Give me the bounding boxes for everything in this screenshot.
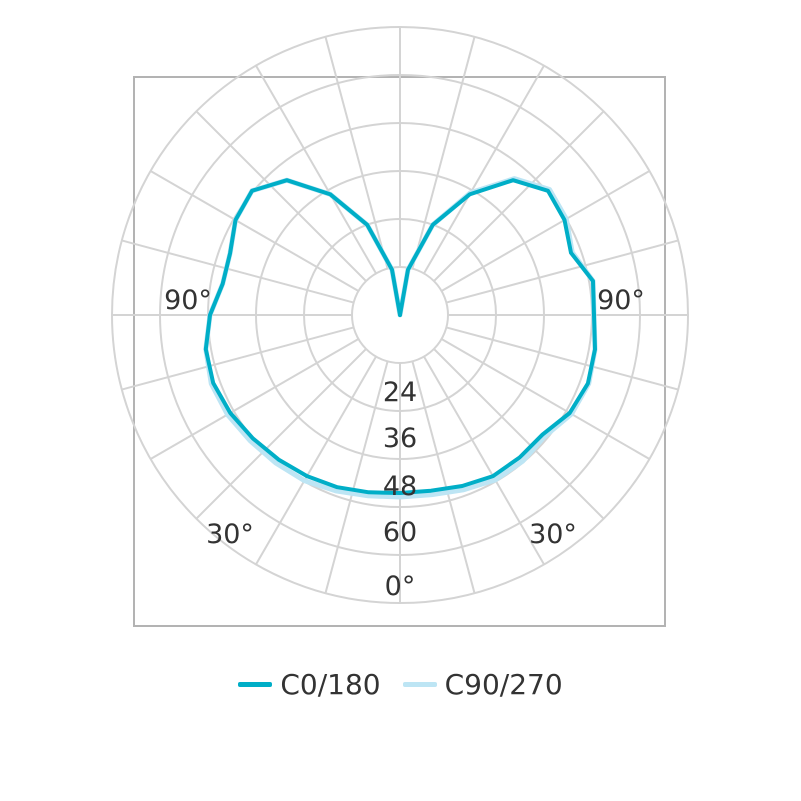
grid-spoke-60 — [441, 338, 650, 460]
legend-swatch-c0-180 — [238, 682, 273, 687]
legend: C0/180 C90/270 — [0, 668, 801, 701]
grid-spoke-165 — [411, 36, 476, 269]
legend-label-c0-180: C0/180 — [280, 668, 381, 701]
angle-label-left-30: 30° — [206, 519, 254, 550]
grid-spoke-45 — [433, 348, 605, 520]
legend-label-c90-270: C90/270 — [444, 668, 563, 701]
angle-label-right-90: 90° — [597, 285, 645, 316]
grid-spoke-225 — [195, 110, 367, 282]
grid-spoke-330 — [255, 356, 377, 565]
grid-spoke-75 — [446, 326, 679, 391]
grid-spoke-210 — [255, 65, 377, 274]
radial-tick-label-24: 24 — [383, 377, 417, 408]
grid-spoke-195 — [324, 36, 389, 269]
polar-grid — [111, 26, 689, 604]
grid-spoke-30 — [423, 356, 545, 565]
angle-label-0: 0° — [385, 571, 416, 602]
grid-spoke-150 — [423, 65, 545, 274]
series-line-c0-180 — [203, 178, 597, 495]
legend-item-c0-180: C0/180 — [238, 668, 381, 701]
series-layer — [203, 176, 598, 500]
label-layer: 24 36 48 60 90° 90° 30° 30° 0° — [164, 285, 645, 602]
grid-spoke-135 — [433, 110, 605, 282]
grid-spoke-345 — [324, 361, 389, 594]
grid-spoke-105 — [446, 239, 679, 304]
grid-spoke-15 — [411, 361, 476, 594]
legend-swatch-c90-270 — [402, 682, 437, 687]
legend-item-c90-270: C90/270 — [402, 668, 563, 701]
radial-tick-label-48: 48 — [383, 471, 417, 502]
grid-spoke-315 — [195, 348, 367, 520]
radial-tick-label-36: 36 — [383, 423, 417, 454]
grid-spoke-285 — [121, 326, 354, 391]
grid-spoke-255 — [121, 239, 354, 304]
grid-spoke-120 — [441, 170, 650, 292]
grid-spoke-240 — [150, 170, 359, 292]
grid-spoke-300 — [150, 338, 359, 460]
angle-label-right-30: 30° — [529, 519, 577, 550]
radial-tick-label-60: 60 — [383, 517, 417, 548]
angle-label-left-90: 90° — [164, 285, 212, 316]
